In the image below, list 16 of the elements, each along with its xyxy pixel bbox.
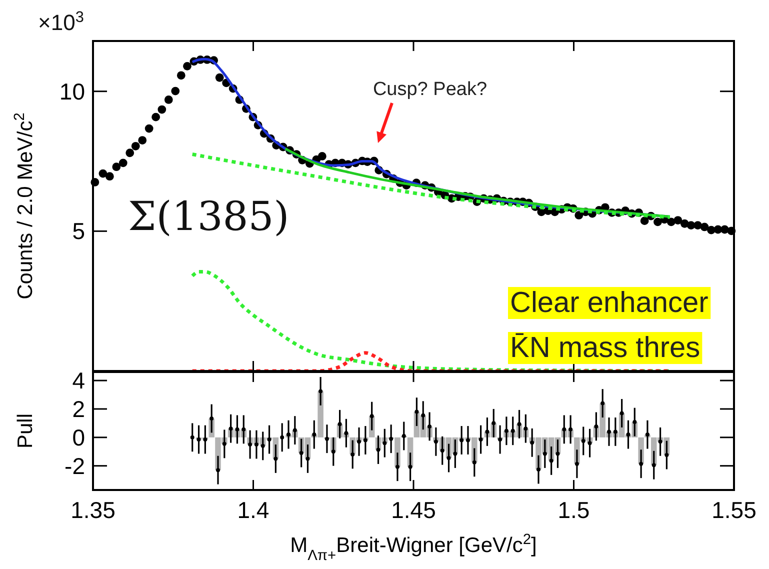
y-tick-label: 5 xyxy=(72,218,85,244)
y-tick-label: -2 xyxy=(64,452,85,479)
y-tick-label: 2 xyxy=(72,396,85,422)
x-tick-label: 1.45 xyxy=(391,497,436,523)
annotation: Cusp? Peak? xyxy=(372,79,488,100)
x-axis-title: M$_{Λπ+}$Breit-Wigner [GeV/c$^{2}$] xyxy=(290,532,537,564)
x-tick-label: 1.5 xyxy=(558,497,590,523)
x-tick-label: 1.4 xyxy=(237,497,270,523)
text: ×10$^{3}$ xyxy=(38,8,84,35)
y-tick-label: 4 xyxy=(72,368,86,394)
y-tick-label: 10 xyxy=(59,78,85,104)
annotation: Σ(1385) xyxy=(128,194,290,240)
y-tick-label: 0 xyxy=(72,424,85,450)
x-tick-label: 1.55 xyxy=(712,497,756,523)
x-tick-label: 1.35 xyxy=(70,497,116,523)
y-axis-title: Pull xyxy=(14,413,37,449)
